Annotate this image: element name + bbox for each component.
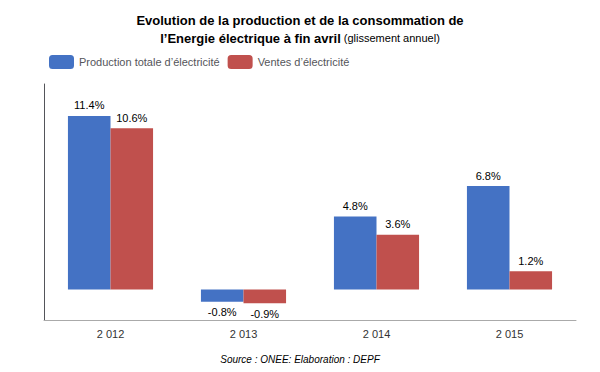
svg-text:Source : ONEE: Elaboration : D: Source : ONEE: Elaboration : DEPF <box>220 354 380 365</box>
svg-text:3.6%: 3.6% <box>385 218 410 230</box>
svg-text:11.4%: 11.4% <box>74 99 105 111</box>
svg-text:-0.9%: -0.9% <box>250 308 279 320</box>
svg-text:Evolution de la production et: Evolution de la production et de la cons… <box>136 13 463 28</box>
svg-text:2 013: 2 013 <box>230 328 258 340</box>
svg-text:6.8%: 6.8% <box>476 170 501 182</box>
svg-text:-0.8%: -0.8% <box>208 306 237 318</box>
svg-text:2 012: 2 012 <box>97 328 125 340</box>
svg-text:4.8%: 4.8% <box>343 200 368 212</box>
svg-text:10.6%: 10.6% <box>116 112 147 124</box>
svg-text:2 014: 2 014 <box>363 328 391 340</box>
svg-text:(glissement annuel): (glissement annuel) <box>341 32 440 44</box>
svg-text:Production totale d’électricit: Production totale d’électricité <box>79 56 220 68</box>
svg-text:2 015: 2 015 <box>496 328 524 340</box>
svg-text:l’Energie électrique à fin avr: l’Energie électrique à fin avril <box>160 31 341 46</box>
svg-text:Ventes d’électricité: Ventes d’électricité <box>258 56 350 68</box>
svg-text:1.2%: 1.2% <box>518 255 543 267</box>
